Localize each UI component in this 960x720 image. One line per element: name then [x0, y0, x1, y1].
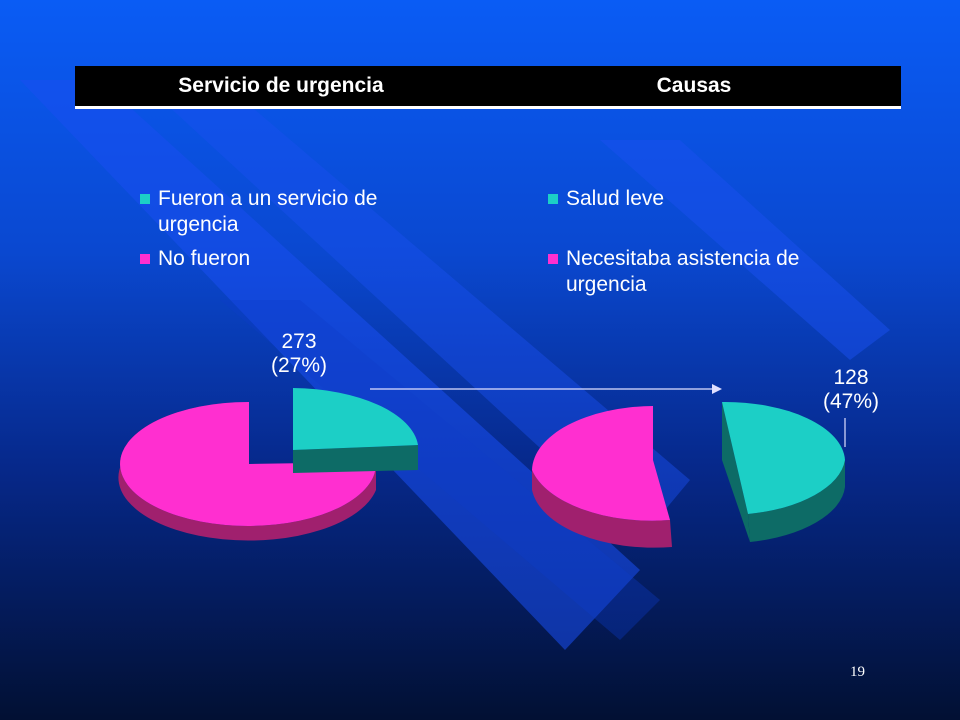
legend-item: Salud leve	[548, 186, 858, 212]
legend-swatch-magenta	[548, 254, 558, 264]
data-label-value: 128	[833, 366, 869, 389]
legend-swatch-magenta	[140, 254, 150, 264]
legend-item: Fueron a un servicio de urgencia	[140, 186, 440, 238]
data-label-value: 273	[281, 330, 317, 353]
pie-right-slice-salud-leve	[722, 401, 845, 514]
data-label-left: 273 (27%)	[262, 330, 336, 378]
legend-swatch-teal	[548, 194, 558, 204]
data-label-percent: (47%)	[822, 390, 880, 413]
legend-label: Necesitaba asistencia de urgencia	[566, 247, 800, 296]
header-causas: Causas	[656, 74, 732, 97]
legend-label: No fueron	[158, 247, 251, 270]
pie-left-teal-side	[293, 445, 418, 473]
pie-left-slice-no-fueron	[120, 401, 377, 526]
pie-left-slice-fueron	[293, 388, 418, 450]
arrow-head-icon	[712, 384, 722, 394]
data-label-percent: (27%)	[270, 354, 328, 377]
legend-label: Fueron a un servicio de urgencia	[158, 187, 378, 236]
legend-label: Salud leve	[566, 187, 665, 210]
pie-right-teal-bottom	[748, 460, 845, 542]
legend-swatch-teal	[140, 194, 150, 204]
header-bar: Servicio de urgencia Causas	[75, 66, 901, 109]
legend-item: No fueron	[140, 246, 440, 272]
pie-right-teal-side	[722, 402, 750, 542]
page-number: 19	[850, 664, 865, 680]
pie-right-slice-necesitaba	[532, 406, 670, 521]
header-servicio: Servicio de urgencia	[178, 74, 384, 97]
legend-right: Salud leve Necesitaba asistencia de urge…	[548, 186, 858, 306]
pie-right-magenta-side	[532, 406, 672, 548]
data-label-right: 128 (47%)	[814, 366, 888, 414]
legend-item: Necesitaba asistencia de urgencia	[548, 246, 858, 298]
legend-left: Fueron a un servicio de urgencia No fuer…	[140, 186, 440, 280]
